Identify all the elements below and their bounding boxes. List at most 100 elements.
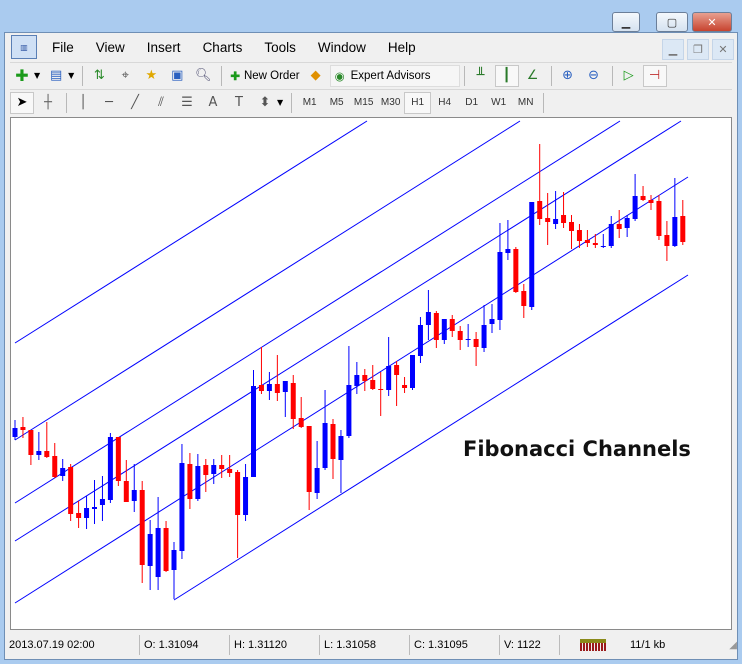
text-label-icon[interactable]: T (235, 95, 243, 110)
chart-area[interactable] (10, 117, 732, 630)
candle-body (44, 451, 50, 457)
candle-body (60, 468, 66, 476)
text-icon[interactable]: A (208, 95, 218, 110)
vertical-line-icon[interactable]: │ (79, 95, 87, 110)
minimize-icon: ▁ (621, 15, 631, 29)
timeframe-mn[interactable]: MN (517, 97, 534, 108)
equidistant-channel-icon[interactable]: ⫽ (158, 95, 164, 110)
candle-body (354, 375, 360, 386)
close-button[interactable]: ✕ (692, 12, 732, 32)
cursor-icon[interactable]: ➤ (10, 91, 34, 114)
terminal-icon[interactable]: ▣ (171, 68, 184, 83)
zoom-in-icon[interactable]: ⊕ (562, 68, 574, 83)
candle-body (402, 385, 408, 388)
menu-insert[interactable]: Insert (146, 39, 181, 55)
candle-body (386, 366, 392, 390)
separator (291, 92, 293, 113)
candle-body (656, 201, 662, 236)
connection-bars-icon (560, 635, 620, 655)
horizontal-line-icon[interactable]: ─ (105, 95, 113, 110)
candle-body (600, 246, 606, 247)
candle-body (457, 331, 463, 340)
candle-body (266, 384, 272, 391)
menu-bar: ▥ File View Insert Charts Tools Window H… (5, 33, 737, 61)
candle-body (640, 196, 646, 200)
candle-body (251, 386, 256, 477)
candle-body (12, 428, 18, 437)
profiles-dropdown[interactable]: ▼ (68, 71, 75, 80)
timeframe-w1[interactable]: W1 (491, 97, 507, 108)
new-order-button[interactable]: ✚ New Order (230, 69, 300, 83)
maximize-icon: ▢ (666, 15, 678, 29)
candle-body (545, 218, 551, 222)
arrows-icon[interactable]: ⬍ (259, 95, 271, 110)
fibonacci-retracement-icon[interactable]: ☰ (181, 95, 193, 110)
new-chart-icon[interactable]: ✚ (15, 66, 29, 85)
candle-body (338, 436, 344, 460)
line-chart-icon[interactable]: ∠ (526, 68, 539, 83)
timeframe-m5[interactable]: M5 (329, 97, 344, 108)
timeframe-m15[interactable]: M15 (353, 97, 374, 108)
menu-charts[interactable]: Charts (202, 39, 243, 55)
timeframe-d1[interactable]: D1 (465, 97, 479, 108)
timeframe-m1[interactable]: M1 (302, 97, 317, 108)
chart-close-button[interactable]: ✕ (712, 39, 734, 60)
strategy-tester-icon[interactable]: 🔍︎ (195, 68, 212, 83)
chart-minimize-button[interactable]: ▁ (662, 39, 684, 60)
candle-body (68, 467, 74, 514)
new-chart-dropdown[interactable]: ▼ (34, 71, 41, 80)
auto-scroll-icon[interactable]: ▷ (623, 68, 634, 83)
candle-body (680, 216, 686, 242)
bar-chart-icon[interactable]: ╨ (476, 68, 485, 83)
candle-body (497, 252, 503, 320)
candle-body (648, 200, 654, 203)
candle-body (131, 490, 137, 501)
resize-grip-icon[interactable]: ◢ (729, 639, 737, 651)
candle-body (632, 196, 638, 219)
candle-body (123, 481, 129, 502)
status-high: H: 1.31120 (230, 635, 320, 655)
chart-restore-button[interactable]: ❐ (687, 39, 709, 60)
market-watch-icon[interactable]: ⇅ (93, 68, 105, 83)
fibonacci-channel-line (173, 274, 689, 601)
expert-advisors-button[interactable]: ◉ Expert Advisors (329, 64, 460, 87)
maximize-button[interactable]: ▢ (656, 12, 688, 32)
data-window-icon[interactable]: ⌖ (121, 68, 129, 83)
zoom-out-icon[interactable]: ⊖ (588, 68, 600, 83)
menu-window[interactable]: Window (317, 39, 366, 55)
timeframe-h1[interactable]: H1 (404, 91, 432, 114)
timeframe-m30[interactable]: M30 (380, 97, 401, 108)
candle-body (410, 355, 415, 388)
menu-file[interactable]: File (52, 39, 74, 55)
fibonacci-channel-line (14, 120, 521, 441)
chart-shift-icon[interactable]: ⊣ (642, 64, 667, 87)
navigator-icon[interactable]: ★ (145, 68, 158, 83)
minimize-button[interactable]: ▁ (612, 12, 640, 32)
candlestick-chart-icon[interactable]: ┃ (494, 64, 519, 87)
candle-body (561, 215, 567, 223)
candle-body (92, 507, 97, 509)
menu-help[interactable]: Help (387, 39, 416, 55)
status-bar: 2013.07.19 02:00 O: 1.31094 H: 1.31120 L… (5, 632, 737, 658)
status-close: C: 1.31095 (410, 635, 500, 655)
candle-body (187, 464, 193, 499)
candle-body (274, 384, 280, 393)
profiles-icon[interactable]: ▤ (50, 68, 63, 83)
status-datetime: 2013.07.19 02:00 (5, 635, 140, 655)
status-traffic: 11/1 kb (630, 639, 666, 651)
menu-tools[interactable]: Tools (264, 39, 296, 55)
candle-body (465, 339, 471, 340)
timeframe-h4[interactable]: H4 (438, 97, 452, 108)
trendline-icon[interactable]: ╱ (131, 95, 139, 110)
alert-icon[interactable]: ◆ (310, 68, 321, 83)
candle-body (672, 217, 678, 246)
candle-body (664, 235, 670, 246)
arrows-dropdown[interactable]: ▼ (277, 98, 284, 107)
candle-body (322, 423, 328, 468)
candle-body (608, 224, 614, 246)
candle-body (203, 465, 209, 475)
menu-view[interactable]: View (95, 39, 125, 55)
crosshair-icon[interactable]: ┼ (44, 95, 52, 110)
candle-body (481, 325, 487, 348)
candle-body (433, 313, 439, 340)
